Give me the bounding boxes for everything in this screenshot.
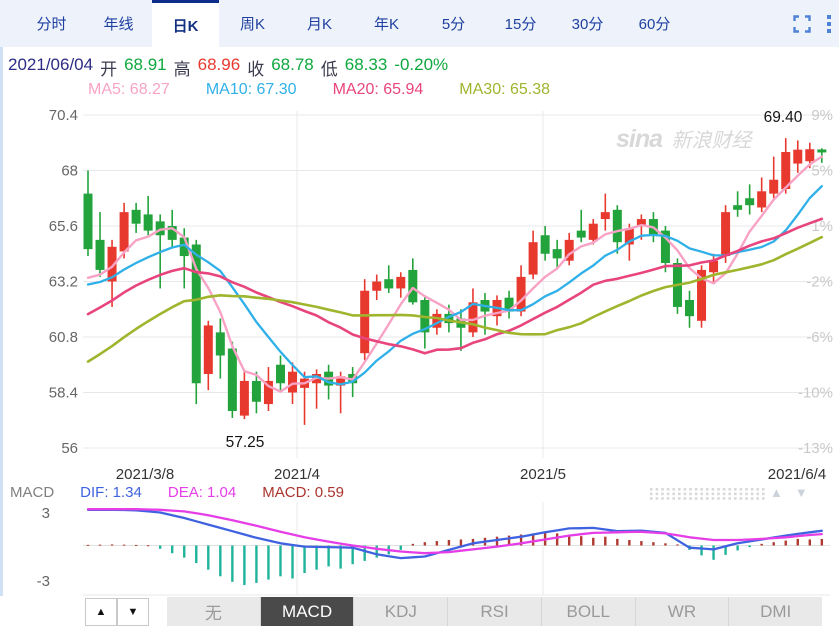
tab-nianxian[interactable]: 年线 bbox=[103, 16, 134, 33]
indicator-tab-rsi[interactable]: RSI bbox=[448, 597, 542, 626]
price-axis-label: 63.2 bbox=[49, 274, 78, 291]
tabbar-icons bbox=[793, 0, 831, 47]
scroll-down-icon[interactable]: ▼ bbox=[794, 485, 808, 500]
price-annotation: 69.40 bbox=[764, 109, 803, 126]
ma-value-1: MA10: 67.30 bbox=[205, 81, 297, 98]
dif-line bbox=[86, 508, 823, 560]
date-axis-label: 2021/3/8 bbox=[116, 466, 174, 483]
ohlc-label-0: 开 bbox=[100, 60, 118, 79]
ohlc-label-3: 低 bbox=[320, 60, 338, 79]
percent-axis-label: -13% bbox=[798, 440, 833, 457]
fullscreen-icon[interactable] bbox=[793, 14, 811, 33]
indicator-tabs: 无 MACD KDJ RSI BOLL WR DMI bbox=[167, 597, 822, 626]
scroll-up-icon[interactable]: ▲ bbox=[770, 485, 783, 500]
price-axis-label: 68 bbox=[61, 163, 78, 180]
ohlc-label-1: 高 bbox=[173, 60, 191, 79]
macd-dif-value: DIF: 1.34 bbox=[80, 484, 142, 501]
ma-line-MA10 bbox=[86, 185, 823, 386]
indicator-tab-kdj[interactable]: KDJ bbox=[354, 597, 449, 626]
indicator-tab-dmi[interactable]: DMI bbox=[760, 601, 792, 621]
zoom-out-button[interactable]: ▼ bbox=[117, 598, 149, 626]
price-axis-label: 60.8 bbox=[49, 329, 78, 346]
percent-axis-label: -10% bbox=[798, 385, 833, 402]
ohlc-value-3: 68.33 bbox=[344, 55, 388, 74]
zoom-in-button[interactable]: ▲ bbox=[85, 598, 117, 626]
indicator-tab-boll[interactable]: BOLL bbox=[542, 597, 636, 626]
tab-niank[interactable]: 年K bbox=[373, 16, 399, 33]
percent-axis-label: 5% bbox=[811, 163, 833, 180]
date-axis-label: 2021/6/4 bbox=[768, 466, 826, 483]
price-annotation: 57.25 bbox=[226, 434, 265, 451]
ma-value-0: MA5: 68.27 bbox=[88, 81, 170, 98]
ohlc-value-0: 68.91 bbox=[124, 55, 167, 74]
tab-30min[interactable]: 30分 bbox=[571, 16, 604, 33]
indicator-tab-wr[interactable]: WR bbox=[636, 597, 730, 626]
sina-logo: sina bbox=[616, 125, 663, 153]
ma-line-MA30 bbox=[86, 235, 824, 363]
change-percent: -0.20% bbox=[394, 55, 449, 74]
tab-5min[interactable]: 5分 bbox=[441, 16, 466, 33]
macd-header: MACD DIF: 1.34 DEA: 1.04 MACD: 0.59 bbox=[10, 484, 344, 501]
tab-15min[interactable]: 15分 bbox=[504, 16, 537, 33]
macd-chart[interactable]: 3 -3 bbox=[0, 502, 839, 597]
drag-handle-dots[interactable] bbox=[650, 488, 770, 501]
price-axis-label: 58.4 bbox=[49, 385, 78, 402]
macd-dea-value: DEA: 1.04 bbox=[167, 484, 237, 501]
ohlc-value-2: 68.78 bbox=[271, 55, 314, 74]
indicator-tab-macd[interactable]: MACD bbox=[260, 597, 355, 626]
macd-hist-value: MACD: 0.59 bbox=[262, 484, 344, 501]
tab-yuek[interactable]: 月K bbox=[306, 16, 332, 33]
price-axis-label: 65.6 bbox=[49, 218, 78, 235]
candles bbox=[83, 138, 827, 425]
more-menu-icon[interactable] bbox=[827, 14, 831, 33]
ma-value-3: MA30: 65.38 bbox=[459, 81, 551, 98]
candlestick-chart[interactable]: 70.4 9% 68 5% 65.6 1% 63.2 -2% 60.8 -6% 58.4 -10% 56… bbox=[0, 98, 839, 490]
tabbar-spacer bbox=[0, 0, 18, 47]
quote-date: 2021/06/04 bbox=[8, 55, 94, 74]
ma-line-MA20 bbox=[86, 217, 824, 355]
percent-axis-label: 1% bbox=[811, 218, 833, 235]
sina-watermark: sina 新浪财经 bbox=[616, 125, 752, 153]
tab-60min[interactable]: 60分 bbox=[638, 16, 671, 33]
dea-line bbox=[86, 508, 823, 555]
date-axis-label: 2021/5 bbox=[520, 466, 566, 483]
price-axis-label: 70.4 bbox=[49, 107, 78, 124]
percent-axis-label: 9% bbox=[811, 107, 833, 124]
tab-rik[interactable]: 日K bbox=[152, 0, 219, 47]
ohlc-info-row: 2021/06/04 开 68.91 高 68.96 收 68.78 低 68.33 -0.2… bbox=[8, 55, 448, 80]
macd-scroll-arrows: ▲ ▼ bbox=[770, 485, 808, 500]
percent-axis-label: -2% bbox=[806, 274, 833, 291]
price-axis-label: 56 bbox=[61, 440, 78, 457]
macd-axis-label: 3 bbox=[42, 505, 50, 522]
ohlc-value-1: 68.96 bbox=[197, 55, 241, 74]
ohlc-label-2: 收 bbox=[247, 60, 265, 79]
left-border-line bbox=[0, 47, 3, 629]
macd-axis-label: -3 bbox=[37, 573, 50, 590]
indicator-tab-none[interactable]: 无 bbox=[167, 597, 261, 626]
date-axis-label: 2021/4 bbox=[274, 466, 320, 483]
macd-title: MACD bbox=[10, 484, 55, 501]
ma-values-row: MA5: 68.27 MA10: 67.30 MA20: 65.94 MA30: 65… bbox=[88, 81, 550, 99]
tab-fenshi[interactable]: 分时 bbox=[36, 16, 67, 33]
tab-zhouk[interactable]: 周K bbox=[239, 16, 265, 33]
ma-value-2: MA20: 65.94 bbox=[332, 81, 424, 98]
percent-axis-label: -6% bbox=[806, 329, 833, 346]
period-tabbar: 分时 年线 日K 周K 月K 年K 5分 15分 30分 60分 bbox=[0, 0, 839, 47]
indicator-bar: ▲ ▼ 无 MACD KDJ RSI BOLL WR DMI bbox=[0, 596, 839, 629]
